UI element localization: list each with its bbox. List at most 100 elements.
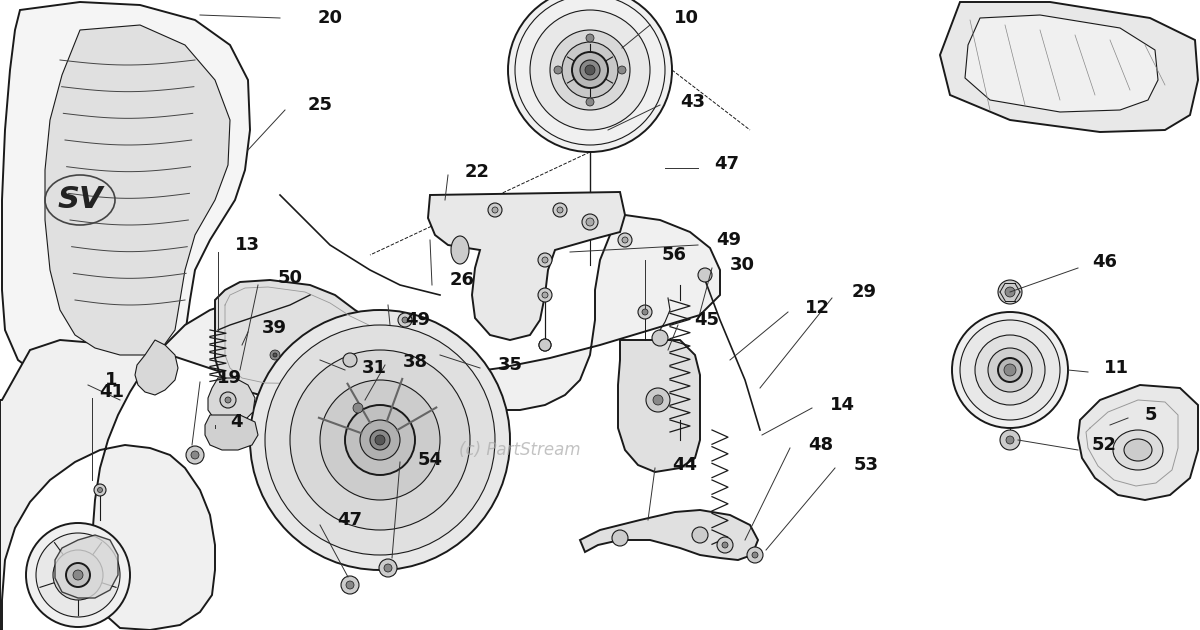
Text: 48: 48 [808,436,833,454]
Text: 56: 56 [662,246,686,264]
Text: 20: 20 [318,9,343,27]
Text: 4: 4 [230,413,242,431]
Circle shape [586,98,594,106]
Circle shape [586,34,594,42]
Circle shape [346,581,354,589]
Circle shape [226,397,230,403]
Circle shape [542,257,548,263]
Circle shape [73,570,83,580]
Text: 1: 1 [106,371,118,389]
Polygon shape [618,340,700,472]
Circle shape [320,380,440,500]
Circle shape [550,30,630,110]
Circle shape [988,348,1032,392]
Circle shape [94,484,106,496]
Polygon shape [46,25,230,355]
Circle shape [353,403,364,413]
Text: 13: 13 [235,236,260,254]
Circle shape [642,309,648,315]
Text: 31: 31 [362,359,386,377]
Circle shape [553,203,568,217]
Text: 22: 22 [466,163,490,181]
Text: 35: 35 [498,356,523,374]
Circle shape [998,358,1022,382]
Circle shape [622,237,628,243]
Polygon shape [55,535,118,598]
Text: (c) PartStream: (c) PartStream [460,441,581,459]
Circle shape [618,233,632,247]
Circle shape [718,537,733,553]
Circle shape [638,305,652,319]
Circle shape [998,280,1022,304]
Circle shape [618,66,626,74]
Text: 45: 45 [694,311,719,329]
Circle shape [398,313,412,327]
Circle shape [360,420,400,460]
Circle shape [402,317,408,323]
Ellipse shape [1114,430,1163,470]
Text: 47: 47 [714,155,739,173]
Text: 39: 39 [262,319,287,337]
Circle shape [646,388,670,412]
Text: 49: 49 [716,231,742,249]
Text: 52: 52 [1092,436,1117,454]
Circle shape [508,0,672,152]
Circle shape [653,395,662,405]
Polygon shape [0,215,720,630]
Text: 5: 5 [1145,406,1158,424]
Circle shape [36,533,120,617]
Circle shape [1006,436,1014,444]
Polygon shape [2,2,250,385]
Text: 43: 43 [680,93,706,111]
Text: 29: 29 [852,283,877,301]
Circle shape [274,353,277,357]
Circle shape [492,207,498,213]
Circle shape [379,559,397,577]
Text: 25: 25 [308,96,334,114]
Text: 19: 19 [217,369,242,387]
Polygon shape [1078,385,1198,500]
Circle shape [612,530,628,546]
Text: 12: 12 [805,299,830,317]
Circle shape [346,405,415,475]
Polygon shape [580,510,758,560]
Text: 26: 26 [450,271,475,289]
Circle shape [250,310,510,570]
Text: SV: SV [58,185,103,214]
Circle shape [960,320,1060,420]
Text: 50: 50 [278,269,302,287]
Ellipse shape [451,236,469,264]
Text: 41: 41 [98,383,124,401]
Circle shape [692,527,708,543]
Circle shape [582,214,598,230]
Circle shape [374,435,385,445]
Circle shape [586,65,595,75]
Text: 44: 44 [672,456,697,474]
Circle shape [370,430,390,450]
Circle shape [722,542,728,548]
Circle shape [698,268,712,282]
Text: 46: 46 [1092,253,1117,271]
Polygon shape [215,280,445,398]
Circle shape [1004,364,1016,376]
Circle shape [265,325,496,555]
Text: 11: 11 [1104,359,1129,377]
Circle shape [26,523,130,627]
Text: 10: 10 [674,9,698,27]
Circle shape [341,576,359,594]
Text: 38: 38 [403,353,428,371]
Circle shape [290,350,470,530]
Circle shape [974,335,1045,405]
Circle shape [191,451,199,459]
Circle shape [270,350,280,360]
Circle shape [542,292,548,298]
Circle shape [488,203,502,217]
Circle shape [652,330,668,346]
Text: 47: 47 [337,511,362,529]
Polygon shape [428,192,625,340]
Text: 49: 49 [406,311,430,329]
Ellipse shape [1124,439,1152,461]
Circle shape [97,488,102,493]
Circle shape [343,353,358,367]
Text: 53: 53 [854,456,878,474]
